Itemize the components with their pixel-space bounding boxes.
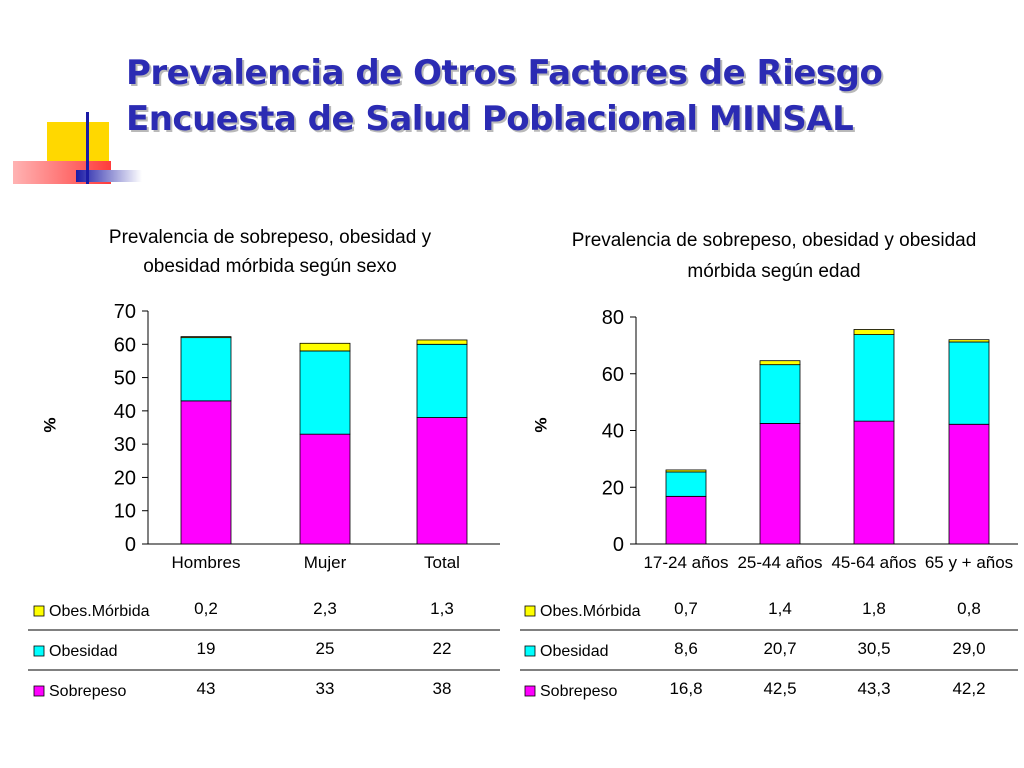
legend-swatch [524,605,536,617]
table-value: 0,8 [957,599,981,618]
legend-label: Obesidad [540,643,609,660]
legend-label: Sobrepeso [49,683,126,700]
table-value: 29,0 [952,639,985,658]
table-value: 43,3 [857,679,890,698]
y-tick-label: 70 [114,301,136,323]
table-value: 2,3 [313,599,337,618]
bar-segment-sobrepeso [853,420,895,545]
x-tick-label: 65 y + años [925,553,1013,572]
chart-title-line: mórbida según edad [687,261,860,282]
table-value: 42,5 [763,679,796,698]
table-value: 30,5 [857,639,890,658]
bar-segment-obesidad [665,471,707,497]
table-value: 1,3 [430,599,454,618]
bar-segment-obesidad [180,337,232,402]
slide-title-line-1: Prevalencia de Otros Factores de Riesgo [126,53,883,93]
y-axis-label: % [531,417,550,432]
y-tick-label: 50 [114,368,136,390]
bar-segment-obes-m-rbida [759,360,801,366]
y-tick-label: 0 [125,534,136,556]
x-tick-label: Hombres [172,553,241,572]
legend-swatch [524,645,536,657]
y-tick-label: 20 [602,477,624,499]
y-axis-label: % [40,417,59,432]
x-tick-label: 45-64 años [831,553,916,572]
legend-label: Sobrepeso [540,683,617,700]
x-tick-label: 25-44 años [737,553,822,572]
table-value: 19 [197,639,216,658]
x-tick-label: Total [424,553,460,572]
y-tick-label: 40 [602,421,624,443]
legend-label: Obesidad [49,643,118,660]
y-tick-label: 20 [114,467,136,489]
x-tick-label: 17-24 años [643,553,728,572]
bar-segment-sobrepeso [948,423,990,545]
deco-vertical-line [86,112,89,184]
bar-segment-obes-m-rbida [299,342,351,352]
table-value: 0,2 [194,599,218,618]
table-value: 33 [316,679,335,698]
bar-segment-obes-m-rbida [180,336,232,339]
bar-segment-obesidad [299,350,351,435]
bar-segment-sobrepeso [665,495,707,545]
table-value: 42,2 [952,679,985,698]
table-value: 16,8 [669,679,702,698]
table-value: 38 [433,679,452,698]
chart-title-line: Prevalencia de sobrepeso, obesidad y obe… [572,230,977,251]
bar-segment-obesidad [759,364,801,424]
bar-segment-obesidad [853,334,895,422]
legend-label: Obes.Mórbida [49,603,150,620]
table-value: 20,7 [763,639,796,658]
table-value: 1,8 [862,599,886,618]
bar-segment-obesidad [948,341,990,425]
table-value: 43 [197,679,216,698]
y-tick-label: 0 [613,534,624,556]
chart-title-line: Prevalencia de sobrepeso, obesidad y [109,227,432,248]
legend-swatch [524,685,536,697]
y-tick-label: 30 [114,434,136,456]
bar-segment-obesidad [416,343,468,418]
deco-blue-bar [76,170,142,182]
y-tick-label: 10 [114,501,136,523]
y-tick-label: 80 [602,307,624,329]
table-value: 1,4 [768,599,792,618]
slide-title: Prevalencia de Otros Factores de Riesgo … [126,50,883,142]
bar-segment-sobrepeso [416,417,468,545]
bar-segment-obes-m-rbida [665,469,707,473]
table-value: 22 [433,639,452,658]
table-value: 25 [316,639,335,658]
bar-segment-obes-m-rbida [416,339,468,345]
bar-segment-obes-m-rbida [948,339,990,343]
legend-label: Obes.Mórbida [540,603,641,620]
table-value: 8,6 [674,639,698,658]
x-tick-label: Mujer [304,553,347,572]
legend-swatch [33,685,45,697]
bar-segment-sobrepeso [299,433,351,545]
legend-swatch [33,645,45,657]
legend-swatch [33,605,45,617]
y-tick-label: 60 [114,334,136,356]
slide-title-line-2: Encuesta de Salud Poblacional MINSAL [126,99,854,139]
table-value: 0,7 [674,599,698,618]
bar-segment-obes-m-rbida [853,329,895,335]
bar-segment-sobrepeso [180,400,232,545]
y-tick-label: 40 [114,401,136,423]
bar-segment-sobrepeso [759,423,801,545]
chart-title-line: obesidad mórbida según sexo [143,256,397,277]
y-tick-label: 60 [602,364,624,386]
